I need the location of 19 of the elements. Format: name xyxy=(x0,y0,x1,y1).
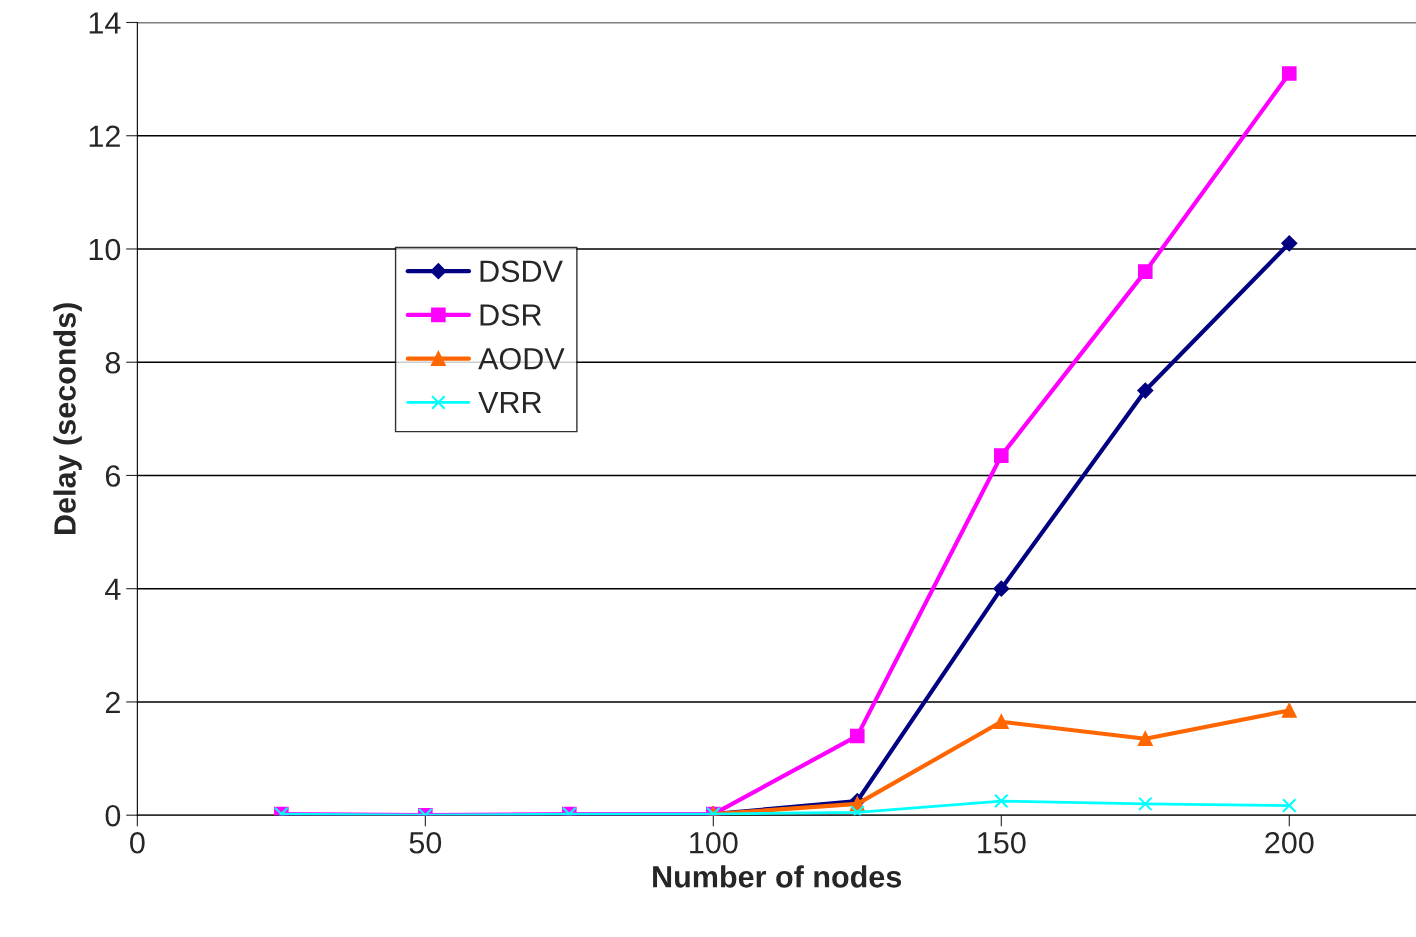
x-tick-label: 150 xyxy=(978,831,1026,854)
y-tick-label: 12 xyxy=(89,125,120,147)
y-axis-title: Delay (seconds) xyxy=(53,303,82,534)
y-tick-label: 6 xyxy=(105,465,121,487)
y-tick-label: 14 xyxy=(89,12,121,34)
x-tick-label: 200 xyxy=(1265,831,1314,854)
legend-label: AODV xyxy=(478,348,565,370)
y-tick-label: 10 xyxy=(89,238,121,261)
y-tick-label: 0 xyxy=(105,804,121,827)
y-tick-label: 4 xyxy=(105,578,121,600)
x-axis-title: Number of nodes xyxy=(653,865,902,888)
y-tick-label: 8 xyxy=(105,351,121,374)
legend-label: DSDV xyxy=(480,260,563,283)
x-tick-label: 0 xyxy=(130,831,145,854)
legend-label: DSR xyxy=(480,304,542,326)
x-tick-label: 50 xyxy=(409,831,442,854)
y-tick-label: 2 xyxy=(105,691,120,714)
legend-label: VRR xyxy=(478,392,542,414)
x-tick-label: 100 xyxy=(690,831,738,854)
